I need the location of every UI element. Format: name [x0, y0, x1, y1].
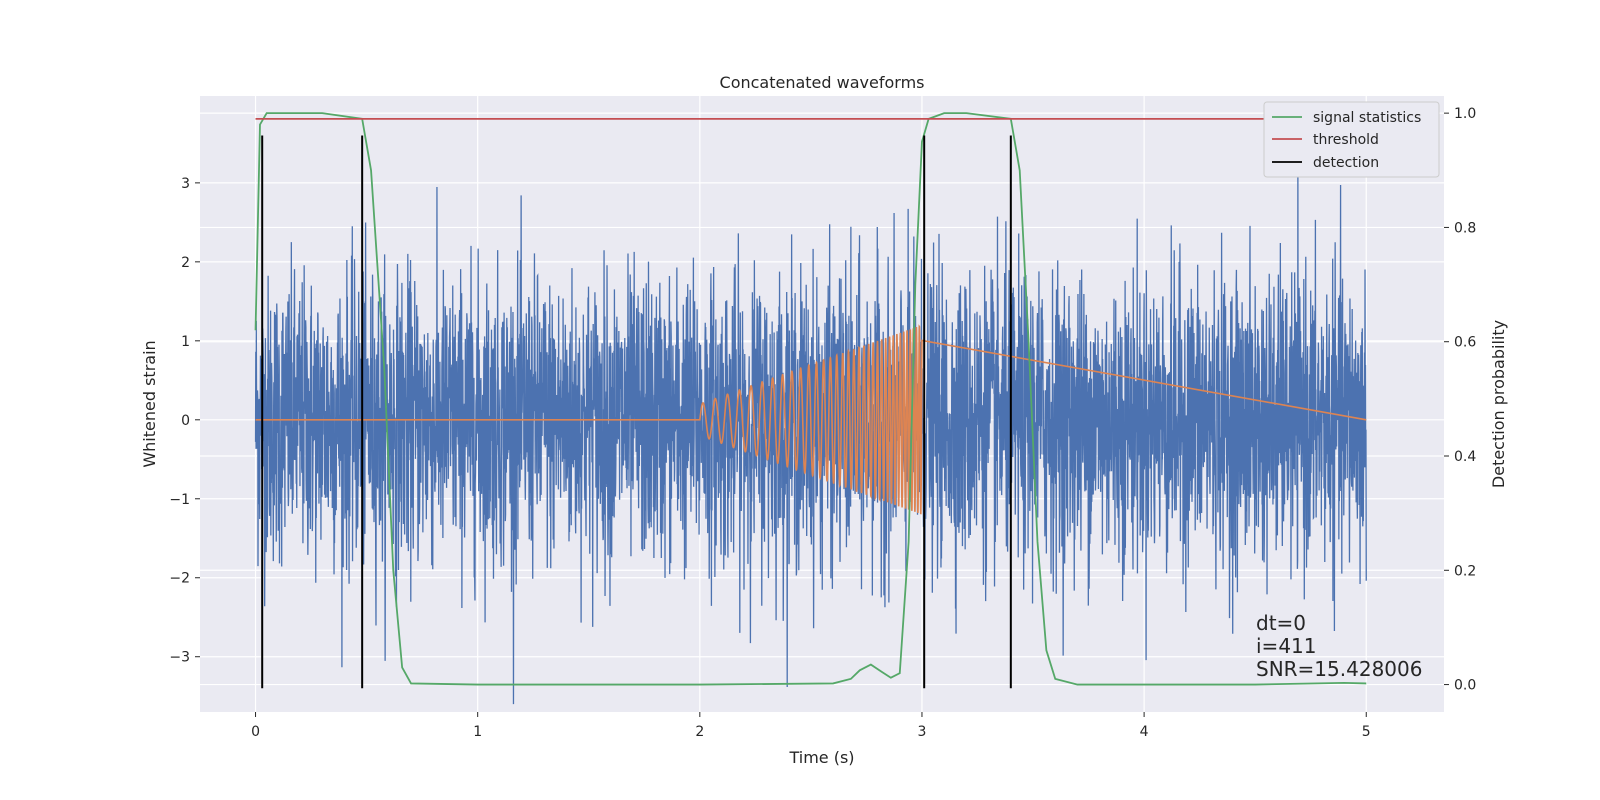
y-tick-label: 3	[181, 176, 190, 192]
legend-label-detection: detection	[1313, 155, 1379, 171]
injection-series	[255, 324, 1367, 515]
y-right-tick-label: 0.8	[1454, 220, 1476, 236]
legend-box	[1263, 101, 1440, 178]
x-tick-label: 3	[918, 724, 927, 740]
signal-statistics-line	[254, 112, 1367, 686]
legend: signal statistics threshold detection	[1263, 101, 1440, 178]
y-tick-label: −1	[169, 492, 190, 508]
y-axis-title: Whitened strain	[140, 340, 159, 467]
y-right-tick-label: 0.0	[1454, 678, 1476, 694]
x-tick-label: 4	[1140, 724, 1149, 740]
y-tick-label: 2	[181, 255, 190, 271]
annotation-i: i=411	[1256, 634, 1317, 658]
signal-statistics-series	[254, 112, 1367, 686]
x-tick-label: 0	[251, 724, 260, 740]
strain-line	[254, 166, 1367, 705]
legend-label-threshold: threshold	[1313, 132, 1379, 148]
x-tick-label: 2	[695, 724, 704, 740]
y-right-tick-label: 1.0	[1454, 106, 1476, 122]
y-tick-label: −3	[169, 650, 190, 666]
annotation-block: dt=0 i=411 SNR=15.428006	[1256, 611, 1422, 681]
y-tick-label: 0	[181, 413, 190, 429]
chart-title: Concatenated waveforms	[720, 73, 925, 92]
x-tick-label: 1	[473, 724, 482, 740]
legend-label-signal-statistics: signal statistics	[1313, 110, 1421, 126]
x-tick-label: 5	[1362, 724, 1371, 740]
y-right-tick-label: 0.4	[1454, 449, 1476, 465]
y-tick-label: −2	[169, 571, 190, 587]
ticks-layer: 0 1 2 3 4 5 −3 −2 −1 0 1 2 3 0.0 0.2 0.4 0.6 0.8 1.0	[169, 106, 1476, 740]
injection-line	[255, 324, 1367, 515]
annotation-dt: dt=0	[1256, 611, 1306, 635]
y-right-tick-label: 0.6	[1454, 335, 1476, 351]
y-axis-right-title: Detection probability	[1489, 320, 1508, 488]
y-tick-label: 1	[181, 334, 190, 350]
y-right-tick-label: 0.2	[1454, 563, 1476, 579]
x-axis-title: Time (s)	[788, 748, 854, 767]
detection-series	[261, 135, 1012, 689]
strain-series	[254, 166, 1367, 705]
annotation-snr: SNR=15.428006	[1256, 657, 1422, 681]
